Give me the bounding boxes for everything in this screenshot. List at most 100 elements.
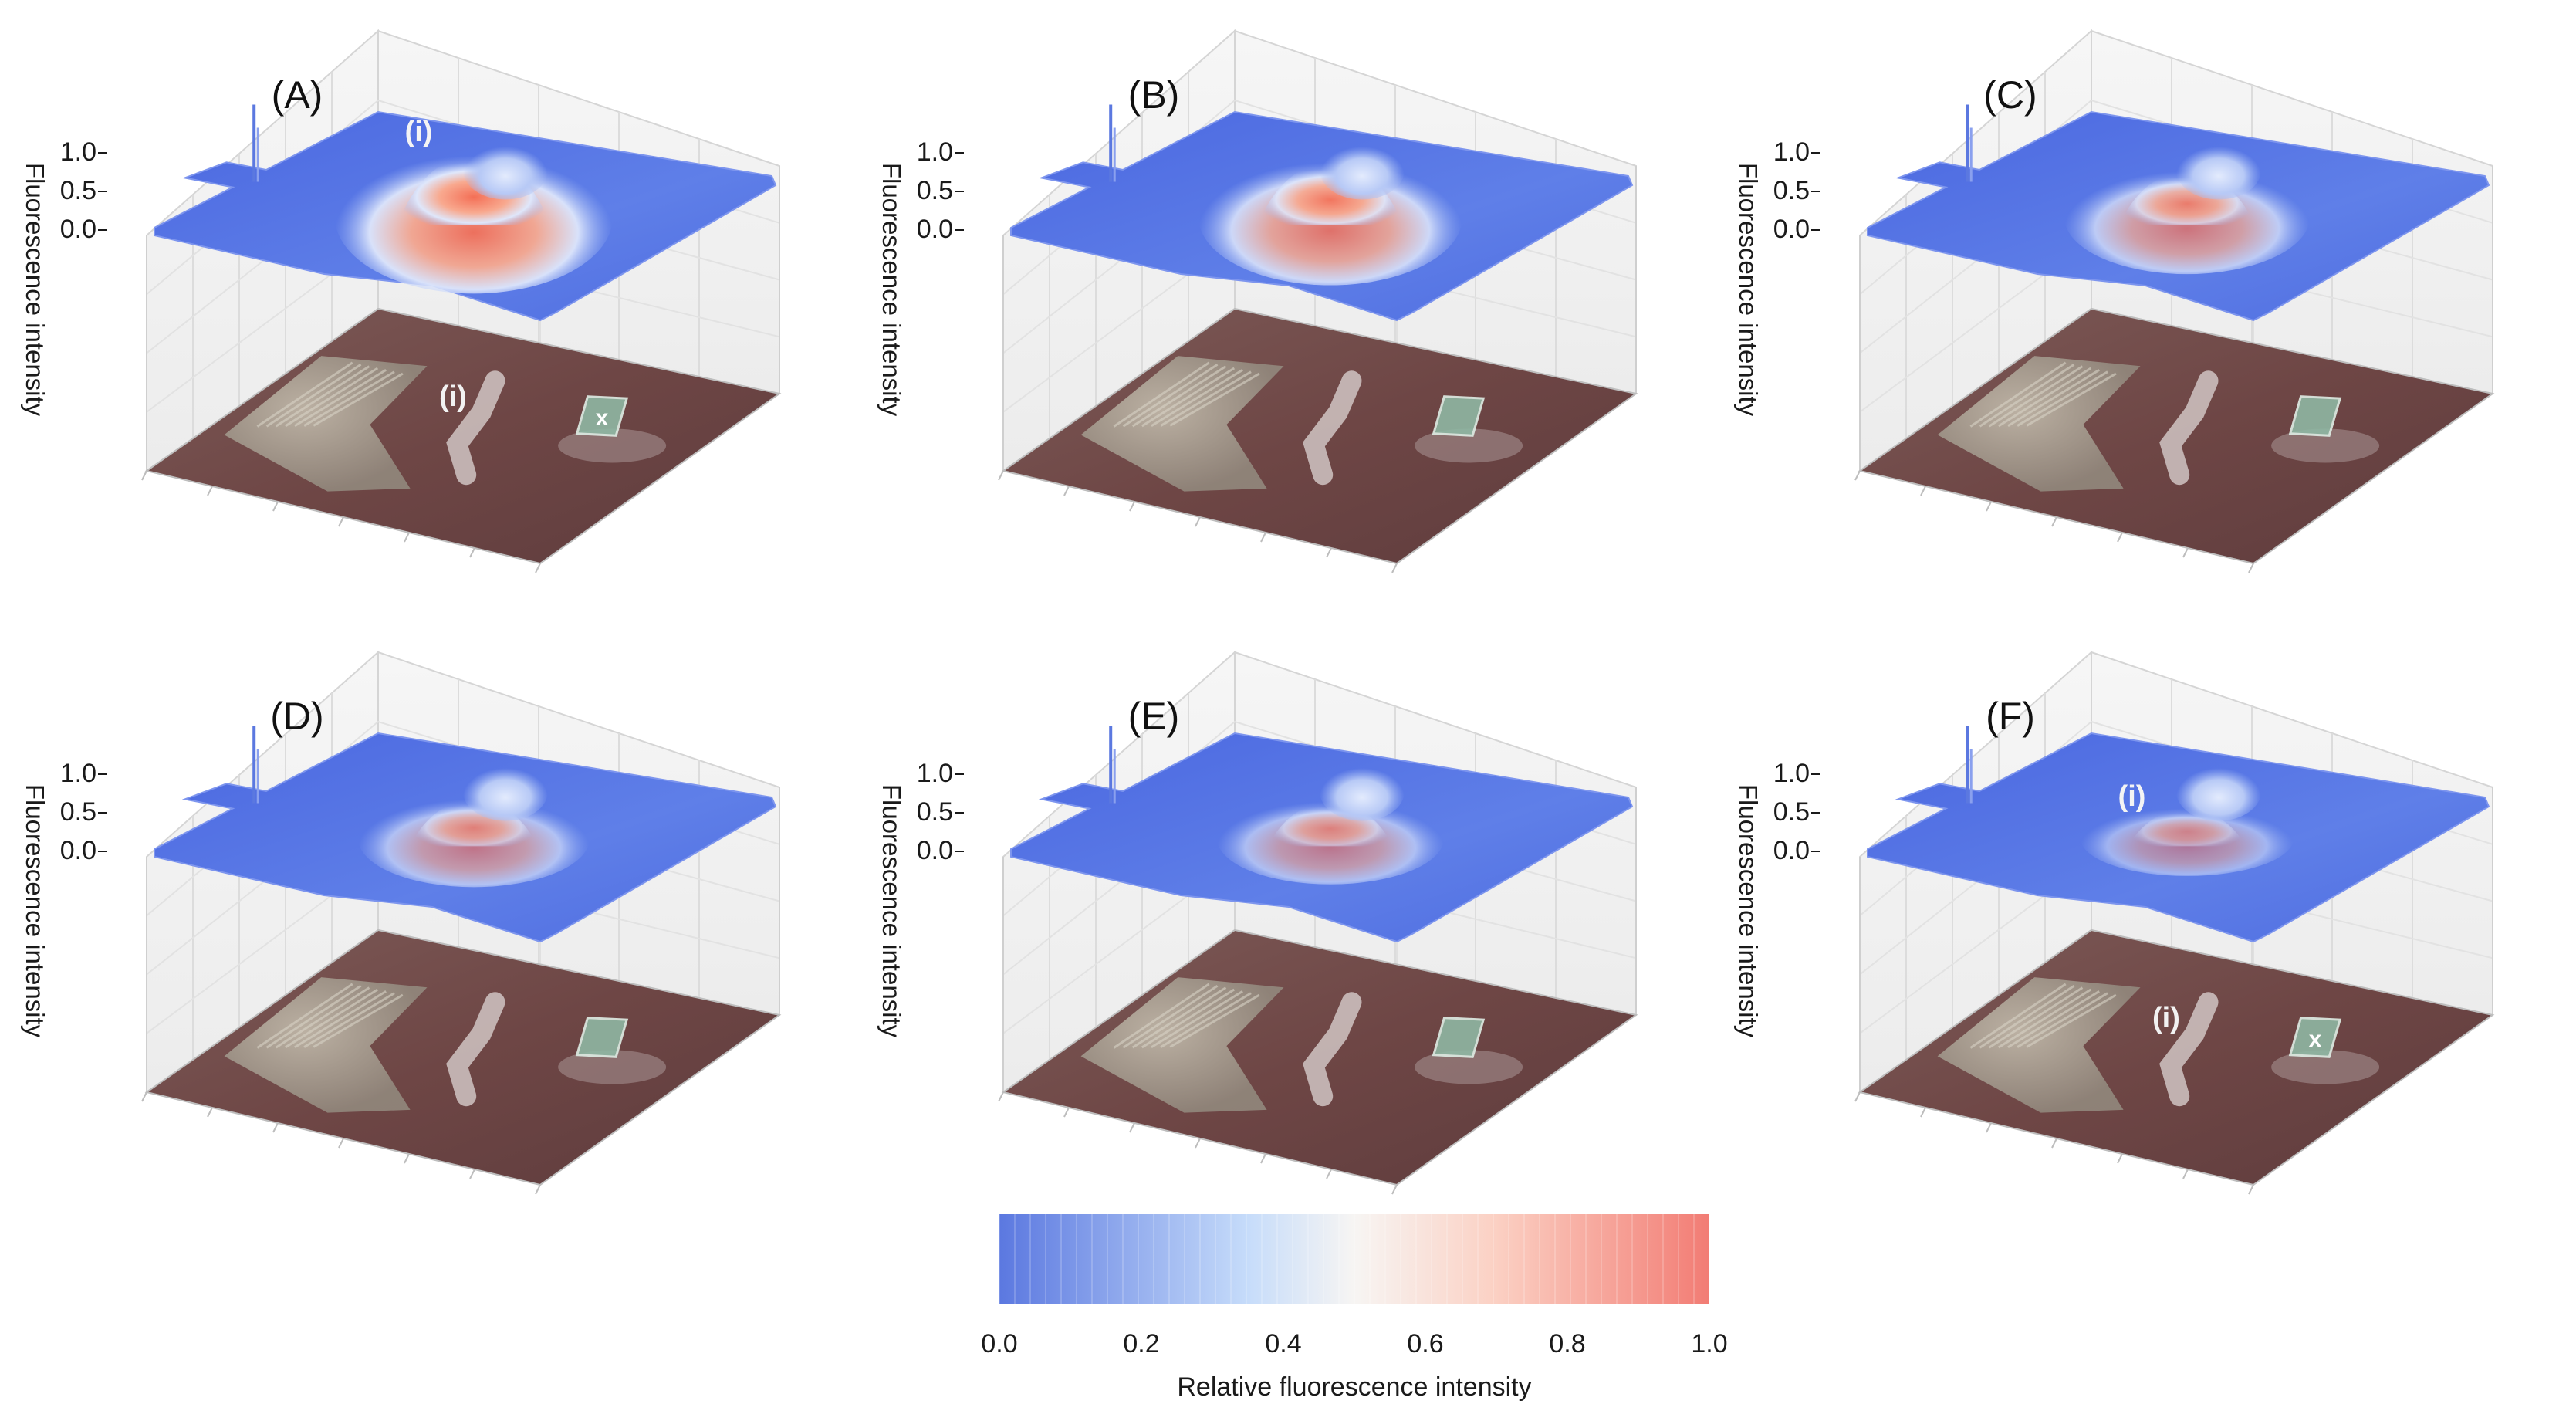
colorbar-tick-label: 1.0 [1691, 1329, 1727, 1358]
organ-texture [275, 365, 370, 428]
organ-texture [303, 370, 395, 427]
organ-texture [275, 986, 370, 1049]
organ-texture [285, 988, 379, 1049]
organ-texture [313, 372, 404, 427]
floor-tick [1391, 1184, 1398, 1195]
organ-texture [1969, 361, 2067, 428]
organ-texture [1113, 361, 1210, 428]
panel-label: (A) [272, 73, 323, 117]
organ-texture [294, 990, 387, 1049]
organ-texture [1122, 363, 1219, 428]
z-tick-label: 1.0 [60, 137, 96, 167]
probe-marker [575, 1017, 629, 1058]
organ-texture [265, 363, 362, 428]
panel-b: 1.0 0.5 0.0 Fluorescence intensity (B) [877, 29, 1638, 573]
z-tick-label: 0.0 [917, 836, 953, 865]
floor-image [144, 929, 782, 1186]
z-tick-label: 0.5 [1773, 176, 1810, 205]
probe-marker [1432, 395, 1486, 437]
floor-region-label: (i) [439, 381, 467, 413]
organ-texture [1141, 988, 1236, 1049]
organ-texture [1998, 988, 2092, 1049]
colorbar-tick-label: 0.0 [981, 1329, 1017, 1358]
organ-texture [303, 992, 395, 1048]
z-axis-title: Fluorescence intensity [877, 163, 906, 417]
floor-tick [998, 1091, 1004, 1102]
floor-tick [2248, 563, 2254, 573]
speckle-region [1415, 428, 1523, 463]
organ-texture [285, 367, 379, 428]
speckle-region [1415, 1050, 1523, 1084]
floor-tick [1920, 1107, 1926, 1118]
secondary-peak [2175, 140, 2261, 200]
z-tick-label: 1.0 [60, 759, 96, 788]
fluorescent-trail [2159, 370, 2219, 486]
floor-image [1001, 929, 1638, 1186]
speckle-region [2271, 428, 2380, 463]
panel-a: x (i) (i) 1.0 0.5 0.0 Fluorescence intensity (A… [21, 29, 782, 573]
colorbar: 0.0 0.2 0.4 0.6 0.8 1.0 Relative fluorescence … [981, 1214, 1728, 1402]
colorbar-tick-label: 0.2 [1123, 1329, 1159, 1358]
floor-tick [1391, 563, 1398, 573]
floor-tick [469, 1169, 475, 1179]
floor-tick [2051, 1138, 2057, 1149]
peak-label: (i) [405, 116, 433, 148]
floor-tick [1129, 501, 1135, 512]
z-axis-title: Fluorescence intensity [877, 784, 906, 1038]
organ-texture [1160, 992, 1252, 1048]
panel-label: (E) [1128, 695, 1180, 738]
organ-texture [256, 361, 353, 428]
floor-tick [272, 501, 279, 512]
floor-tick [2248, 1184, 2254, 1195]
organ-texture [1160, 370, 1252, 427]
z-axis-title: Fluorescence intensity [21, 163, 49, 417]
organ-texture [2017, 992, 2108, 1048]
floor-tick [2117, 1153, 2123, 1164]
marker-label: x [2309, 1027, 2322, 1052]
organ-texture [1979, 363, 2075, 428]
floor-tick [2182, 547, 2189, 558]
organ-texture [2026, 372, 2117, 427]
floor-tick [338, 1138, 344, 1149]
colorbar-tick-label: 0.4 [1265, 1329, 1301, 1358]
z-tick-label: 0.5 [917, 797, 953, 827]
probe-marker [2288, 395, 2342, 437]
floor-tick [2182, 1169, 2189, 1179]
floor-tick [1854, 1091, 1861, 1102]
organ-texture [1988, 365, 2084, 428]
floor-tick [469, 547, 475, 558]
z-tick-label: 1.0 [917, 137, 953, 167]
surface [1867, 104, 2490, 322]
panel-label: (F) [1986, 695, 2035, 738]
organ-texture [1169, 372, 1260, 427]
fluorescent-trail [1303, 370, 1362, 486]
z-tick-label: 0.5 [60, 176, 96, 205]
surface [154, 726, 777, 943]
organ-texture [265, 984, 362, 1049]
z-tick-label: 0.0 [917, 215, 953, 244]
z-tick-label: 1.0 [1773, 137, 1810, 167]
surface: (i) [154, 104, 777, 322]
floor-tick [272, 1122, 279, 1133]
floor-tick [1854, 470, 1861, 481]
panel-f: x (i) (i) 1.0 0.5 0.0 Fluorescence intensity (F… [1734, 650, 2495, 1195]
floor-image [1001, 307, 1638, 565]
marker-label: x [596, 405, 609, 431]
floor-tick [535, 1184, 541, 1195]
organ-texture [313, 993, 404, 1048]
floor-tick [207, 486, 213, 496]
floor-tick [207, 1107, 213, 1118]
secondary-peak [462, 762, 548, 821]
floor-tick [1920, 486, 1926, 496]
organ-texture [1113, 983, 1210, 1049]
organ-texture [1122, 984, 1219, 1049]
floor-tick [1326, 547, 1332, 558]
panel-e: 1.0 0.5 0.0 Fluorescence intensity (E) [877, 650, 1638, 1195]
organ-texture [1979, 984, 2075, 1049]
panel-label: (C) [1983, 73, 2037, 117]
panel-c: 1.0 0.5 0.0 Fluorescence intensity (C) [1734, 29, 2495, 573]
probe-marker [2288, 1017, 2342, 1058]
secondary-peak [2175, 762, 2261, 821]
probe-marker [575, 395, 629, 437]
